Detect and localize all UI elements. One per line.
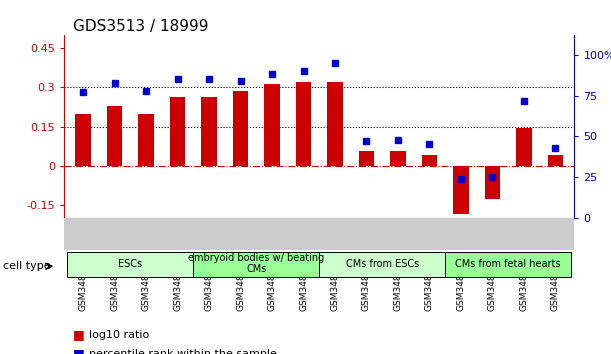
Bar [516,128,532,166]
Bar [233,91,249,166]
Text: embryoid bodies w/ beating
CMs: embryoid bodies w/ beating CMs [188,253,324,274]
Bar [359,151,375,166]
Text: cell type: cell type [3,261,51,271]
Bar [390,151,406,166]
Bar [485,166,500,199]
Text: CMs from fetal hearts: CMs from fetal hearts [455,258,561,269]
Bar [422,155,437,166]
Bar [201,97,217,166]
Bar [547,155,563,166]
Bar [107,106,122,166]
Text: log10 ratio: log10 ratio [89,330,149,339]
Text: GDS3513 / 18999: GDS3513 / 18999 [73,19,209,34]
Text: CMs from ESCs: CMs from ESCs [346,258,419,269]
Bar [75,114,91,166]
Text: percentile rank within the sample: percentile rank within the sample [89,349,276,354]
Text: ■: ■ [73,328,85,341]
Bar [296,82,312,166]
Bar [327,82,343,166]
Bar [453,166,469,214]
FancyBboxPatch shape [319,252,445,276]
Bar [170,97,185,166]
FancyBboxPatch shape [67,252,193,276]
Text: ESCs: ESCs [118,258,142,269]
Text: ■: ■ [73,348,85,354]
Bar [264,84,280,166]
Bar [138,114,154,166]
FancyBboxPatch shape [445,252,571,276]
FancyBboxPatch shape [193,252,319,276]
